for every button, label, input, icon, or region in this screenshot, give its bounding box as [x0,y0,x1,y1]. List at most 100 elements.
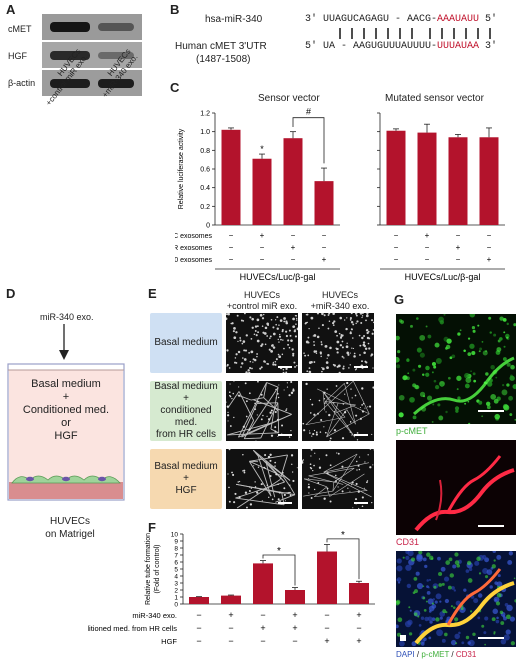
cell-dot [329,437,332,440]
utr-seed: UUUAUAA [437,41,480,52]
cell-dot [359,354,361,356]
cell-dot [356,469,358,471]
pcmet-spot [470,370,472,372]
pcmet-spot [396,632,401,637]
cell-dot [315,352,318,354]
cell-dot [242,470,244,472]
cell-dot [332,322,335,325]
row-label: Control miR exosomes [175,245,212,252]
cell-dot [259,313,263,317]
micrograph [224,312,300,375]
cell-dot [332,324,335,326]
pcmet-spot [496,592,502,598]
cell-dot [346,381,349,385]
cell-dot [304,322,307,325]
cell-dot [329,464,332,467]
cell-dot [261,500,263,502]
condition-basal: Basal medium [150,313,222,373]
cell-dot [238,496,241,499]
cell-dot [308,478,310,480]
cell-dot [289,484,291,486]
cell-dot [329,440,331,442]
cell-dot [306,370,309,373]
cell-dot [354,394,357,397]
dapi-nucleus [428,610,432,613]
cell-dot [372,329,375,331]
pcmet-spot [410,324,413,328]
cell-dot [257,466,260,468]
pcmet-spot [438,583,443,587]
pcmet-spot [467,578,473,583]
tube [322,391,356,438]
pcmet-spot [396,335,400,341]
bar [252,158,272,225]
cell-dot [316,312,319,315]
pcmet-spot [495,376,498,379]
row-label: young BMSC exosomes [175,233,212,240]
group-label: HUVECs/Luc/β-gal [240,272,316,282]
pcmet-spot [494,413,501,420]
tube [326,409,348,438]
cell-dot [356,439,359,441]
pcmet-spot [464,383,470,389]
cell-dot [276,392,279,395]
cell-dot [359,456,361,458]
pcmet-spot [481,340,484,343]
cell-dot [327,314,330,316]
cell-dot [274,360,277,363]
cell-dot [371,501,373,504]
cell-dot [266,335,269,337]
sign-label: − [228,623,233,633]
cell-dot [244,349,248,352]
dapi-nucleus [396,565,403,572]
panel-e-label: E [148,286,157,301]
blot-label-actin: β-actin [8,78,36,88]
base-pair-lines [339,28,491,39]
sign-label: − [229,231,234,240]
pcmet-spot [409,396,415,403]
tube [323,453,358,473]
pcmet-spot [413,577,418,581]
cell-dot [321,324,324,327]
pcmet-spot [466,560,472,566]
cell-dot [260,366,263,369]
cell-dot [282,371,285,374]
pcmet-spot [490,394,497,400]
merge-signal [396,551,516,647]
pcmet-spot [416,317,419,320]
cell-dot [256,318,260,322]
pcmet-spot [495,601,501,606]
pcmet-spot [444,632,448,637]
dapi-nucleus [431,604,437,609]
cell-dot [292,354,295,357]
cell-dot [341,340,344,343]
bar [189,597,209,604]
cell-dot [249,360,252,363]
cell-dot [367,454,369,456]
row-label: Conditioned med. from HR cells [88,624,177,633]
cell-dot [228,500,231,503]
pcmet-spot [425,365,430,371]
cd31-vessel [446,455,502,513]
cell-dot [326,366,329,370]
cell-dot [366,312,369,315]
condition-hgf: Basal medium + HGF [150,449,222,509]
cell-dot [283,317,286,320]
cell-dot [318,458,321,460]
cell-dot [332,363,335,366]
cell-dot [291,348,294,351]
cell-dot [256,414,258,416]
merge-vessel [446,568,502,626]
cell-dot [336,351,339,354]
cell-dot [320,419,323,422]
cell-dot [308,367,311,370]
pcmet-spot [455,409,459,413]
cell-dot [224,317,228,321]
cell-dot [350,484,352,486]
scale-bar [278,366,292,368]
cell-dot [256,491,259,494]
significance-star: * [277,546,281,557]
cell-dot [352,507,354,509]
cell-dot [268,496,270,499]
pcmet-spot [451,354,456,359]
